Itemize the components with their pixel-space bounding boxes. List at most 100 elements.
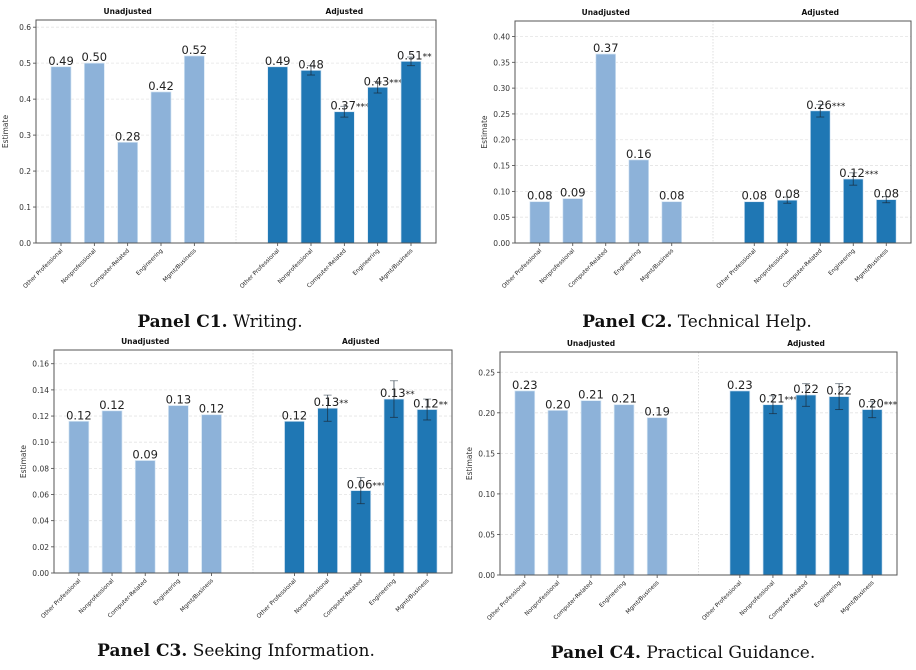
data-label: 0.06*** (347, 478, 387, 492)
x-tick-label: Nonprofessional (753, 248, 791, 286)
y-tick-label: 0.16 (32, 360, 49, 369)
bar (743, 201, 765, 244)
data-label-value: 0.20 (858, 397, 884, 411)
data-label-value: 0.08 (659, 189, 685, 203)
bar (562, 198, 583, 244)
y-tick-label: 0.15 (478, 449, 495, 458)
group-title: Unadjusted (121, 337, 169, 346)
data-label: 0.21*** (759, 392, 799, 406)
bar (134, 460, 156, 574)
x-tick-label: Engineering (369, 578, 398, 607)
bar (68, 420, 90, 574)
x-tick-label: Other Professional (40, 578, 82, 620)
data-label: 0.16 (626, 147, 652, 161)
data-label: 0.13** (314, 395, 349, 409)
significance-stars: ** (439, 401, 449, 411)
y-tick-label: 0.00 (478, 571, 495, 580)
y-tick-label: 0.2 (19, 167, 31, 176)
bar (580, 400, 602, 576)
data-label: 0.20*** (858, 397, 898, 411)
x-tick-label: Other Professional (256, 578, 298, 620)
data-label-value: 0.12 (413, 397, 439, 411)
bar (416, 409, 438, 574)
bar (367, 86, 389, 244)
y-axis-label: Estimate (19, 445, 28, 479)
y-axis-label: Estimate (465, 447, 474, 481)
data-label-value: 0.12 (66, 408, 92, 422)
caption-label: Panel C2. (582, 312, 673, 332)
significance-stars: *** (884, 401, 898, 411)
x-tick-label: Engineering (352, 248, 381, 277)
data-label-value: 0.48 (298, 57, 324, 71)
data-label: 0.08 (659, 189, 685, 203)
data-label-value: 0.08 (873, 187, 899, 201)
x-tick-label: Mgmt/Business (854, 248, 889, 283)
caption-c2: Panel C2. Technical Help. (582, 312, 812, 332)
data-label: 0.37 (593, 41, 619, 55)
bar (646, 417, 668, 576)
data-label-value: 0.28 (115, 129, 141, 143)
data-label-value: 0.22 (793, 382, 819, 396)
y-tick-label: 0.6 (19, 23, 31, 32)
data-label-value: 0.13 (314, 395, 340, 409)
bar (842, 178, 864, 244)
y-tick-label: 0.06 (32, 491, 49, 500)
bar (267, 66, 289, 244)
significance-stars: *** (785, 396, 799, 406)
data-label: 0.12 (66, 408, 92, 422)
x-tick-label: Engineering (613, 248, 642, 277)
y-tick-label: 0.04 (32, 517, 49, 526)
bar (861, 409, 883, 576)
data-label: 0.23 (512, 378, 538, 392)
data-label: 0.23 (727, 378, 753, 392)
bar (762, 404, 784, 576)
data-label-value: 0.49 (265, 54, 291, 68)
data-label: 0.48 (298, 57, 324, 71)
x-tick-label: Mgmt/Business (625, 580, 660, 615)
x-tick-label: Other Professional (23, 248, 65, 290)
bar (101, 410, 123, 574)
data-label: 0.50 (82, 50, 108, 64)
bar (529, 201, 550, 244)
panel-c2: 0.00 0.05 0.10 0.15 0.20 0.25 0.30 0.35 0.40 Unad… (480, 8, 912, 290)
caption-text: Practical Guidance. (646, 643, 816, 663)
x-tick-label: Mgmt/Business (840, 580, 875, 615)
data-label-value: 0.21 (759, 392, 785, 406)
caption-text: Technical Help. (677, 312, 812, 332)
data-label-value: 0.08 (741, 189, 767, 203)
y-tick-label: 0.05 (478, 530, 495, 539)
data-label-value: 0.12 (99, 398, 125, 412)
data-label: 0.08 (741, 189, 767, 203)
data-label: 0.21 (578, 388, 604, 402)
significance-stars: ** (339, 399, 349, 409)
y-tick-label: 0.14 (32, 386, 49, 395)
bar (595, 53, 616, 244)
x-tick-label: Other Professional (716, 248, 758, 290)
x-tick-label: Nonprofessional (739, 580, 777, 618)
bar (514, 390, 536, 576)
bar (150, 91, 172, 244)
data-label: 0.51** (397, 48, 432, 62)
x-tick-label: Engineering (599, 580, 628, 609)
significance-stars: *** (356, 103, 370, 113)
data-label: 0.43*** (364, 74, 404, 88)
x-tick-label: Other Professional (501, 248, 543, 290)
x-tick-label: Engineering (814, 580, 843, 609)
data-label: 0.09 (560, 186, 586, 200)
x-tick-label: Engineering (828, 248, 857, 277)
x-tick-label: Nonprofessional (78, 578, 116, 616)
group-title: Adjusted (326, 7, 364, 16)
data-label-value: 0.23 (512, 378, 538, 392)
bar (547, 410, 569, 576)
caption-label: Panel C1. (137, 312, 228, 332)
data-label-value: 0.50 (82, 50, 108, 64)
y-tick-label: 0.10 (478, 490, 495, 499)
y-tick-label: 0.40 (493, 32, 510, 41)
group-title: Unadjusted (582, 8, 630, 17)
x-tick-label: Other Professional (239, 248, 281, 290)
data-label-value: 0.37 (330, 99, 356, 113)
data-label: 0.22 (826, 384, 852, 398)
bar (168, 405, 189, 574)
panel-c1: 0.0 0.1 0.2 0.3 0.4 0.5 0.6 Unadjusted Adjusted 0… (1, 7, 437, 290)
group-title: Adjusted (801, 8, 839, 17)
